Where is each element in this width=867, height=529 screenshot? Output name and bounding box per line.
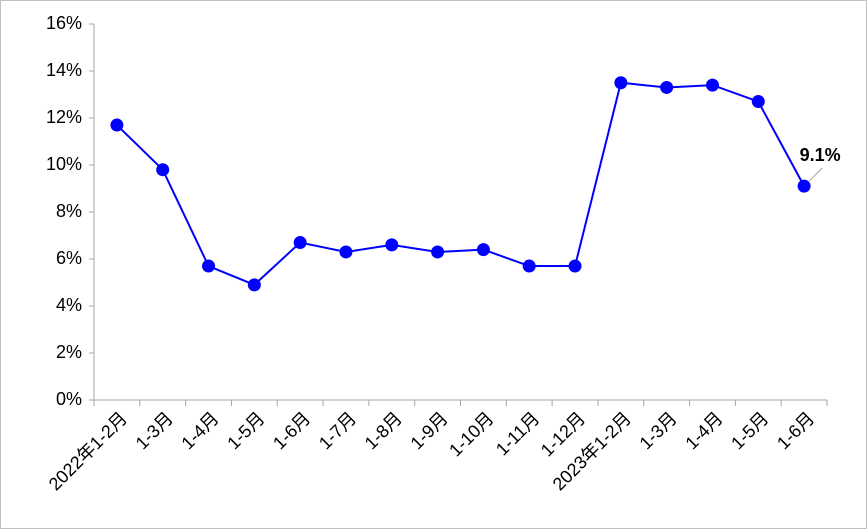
- point: [751, 95, 765, 109]
- line-series: [116, 81, 805, 287]
- point: [476, 243, 490, 257]
- y-tick-label: 12%: [46, 107, 82, 127]
- point: [339, 245, 353, 259]
- point: [202, 259, 216, 273]
- point: [797, 179, 811, 193]
- data-label: 9.1%: [800, 145, 841, 165]
- point: [614, 76, 628, 90]
- y-tick-label: 4%: [56, 295, 82, 315]
- point: [110, 118, 124, 132]
- point: [660, 80, 674, 94]
- point: [247, 278, 261, 292]
- y-tick-label: 0%: [56, 389, 82, 409]
- y-tick-label: 8%: [56, 201, 82, 221]
- y-tick-label: 10%: [46, 154, 82, 174]
- point: [385, 238, 399, 252]
- y-tick-label: 6%: [56, 248, 82, 268]
- leader-line: [808, 167, 823, 182]
- point: [522, 259, 536, 273]
- y-tick-label: 14%: [46, 60, 82, 80]
- point: [568, 259, 582, 273]
- point: [293, 236, 307, 250]
- point: [431, 245, 445, 259]
- y-tick-label: 16%: [46, 13, 82, 33]
- y-tick-label: 2%: [56, 342, 82, 362]
- point: [705, 78, 719, 92]
- point: [156, 163, 170, 177]
